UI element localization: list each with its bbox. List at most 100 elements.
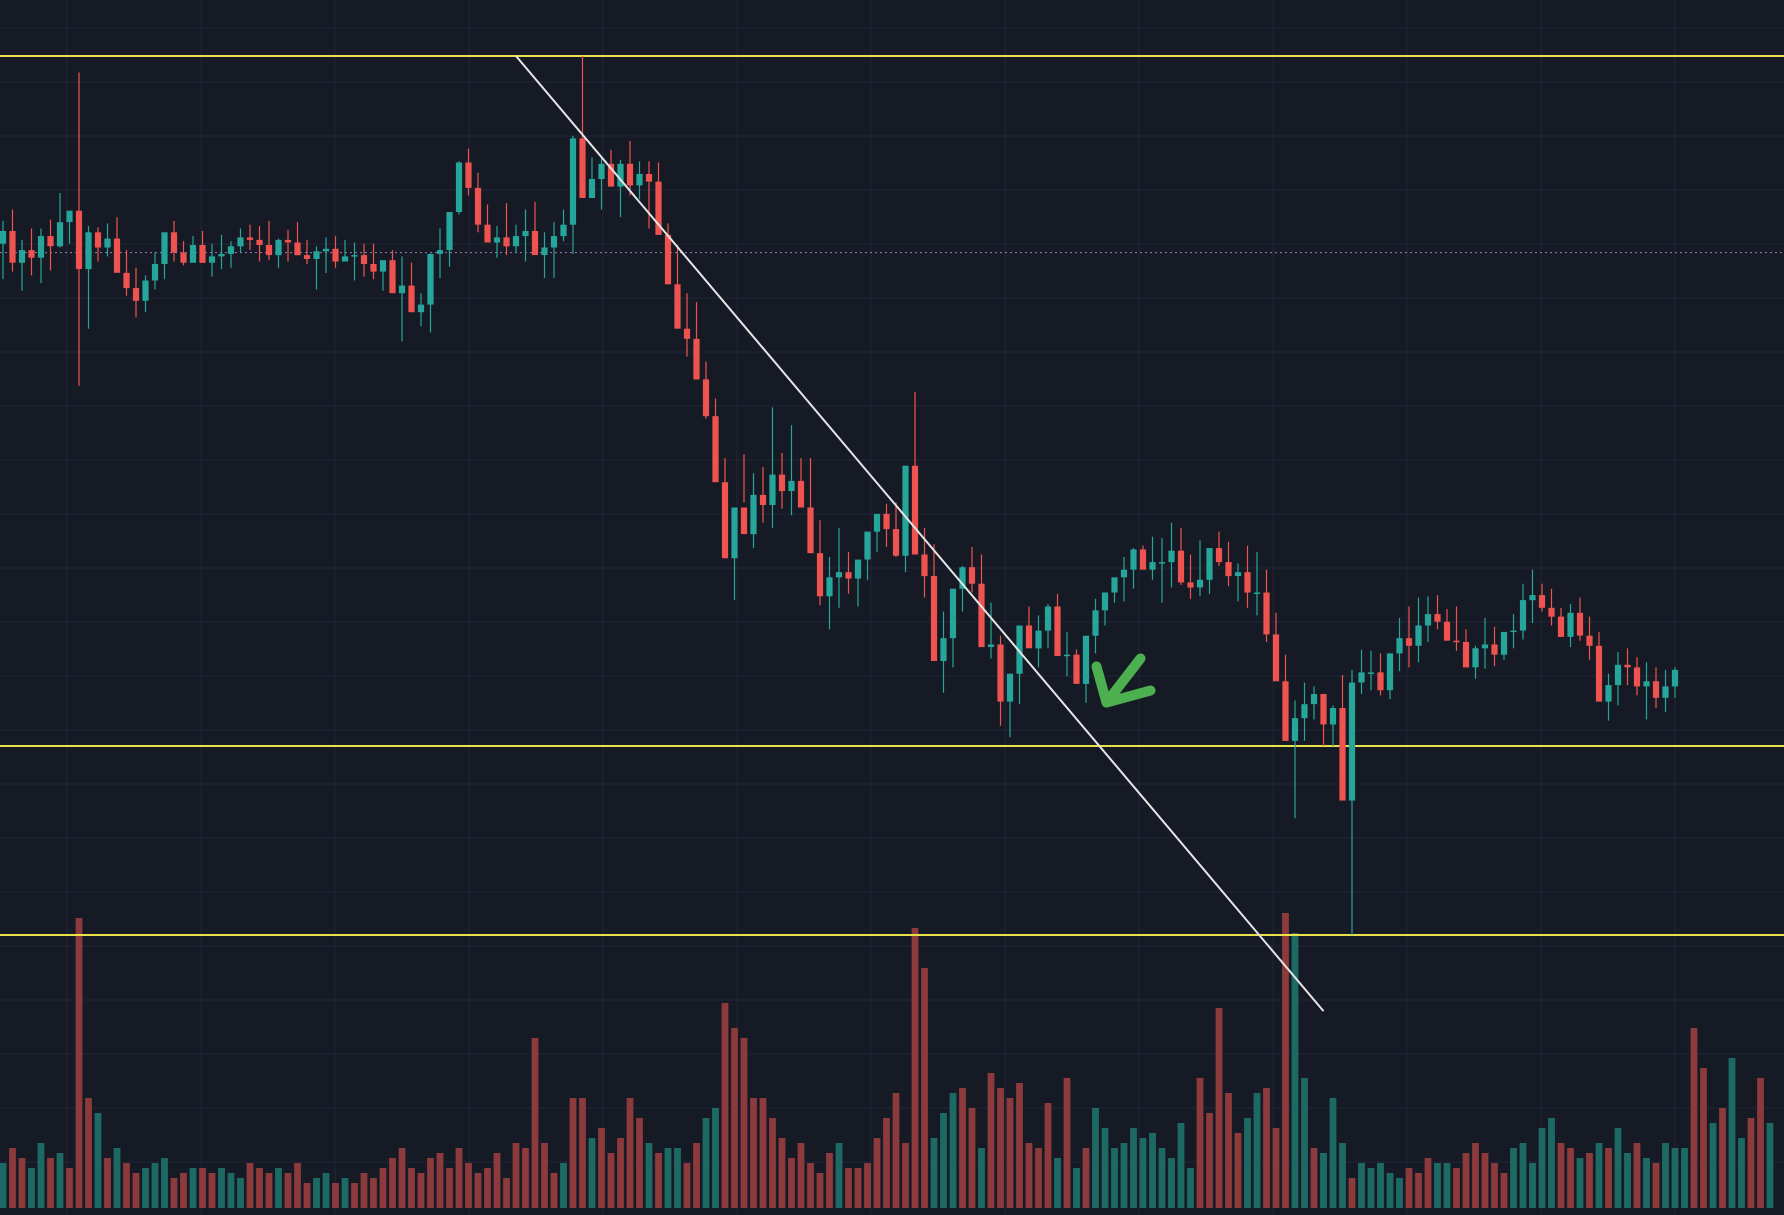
candle-body [389,260,396,294]
candle-body [588,179,596,198]
volume-bar [1206,1113,1213,1208]
candle-body [256,239,263,245]
volume-bar [256,1168,263,1208]
candle-body [1519,600,1527,631]
candle-body [1272,634,1280,682]
volume-bar [1472,1143,1479,1208]
candle-body [1491,644,1498,655]
arrow-shaft [1101,653,1146,708]
volume-bar [503,1178,510,1208]
candle-body [47,236,54,247]
volume-bar [1766,1123,1774,1208]
volume-bar [579,1098,586,1208]
volume-bar [683,1163,691,1208]
candle-body [797,480,805,508]
volume-bar [113,1148,121,1208]
candle-body [370,264,377,272]
volume-bar [1177,1123,1185,1208]
volume-bar [1557,1143,1565,1208]
volume-bar [1614,1128,1622,1208]
candle-body [873,513,881,532]
volume-bar [512,1143,520,1208]
candle-body [664,234,672,285]
volume-bar [104,1158,111,1208]
volume-bar [75,918,83,1208]
volume-bar [1044,1103,1052,1208]
volume-bar [1491,1163,1498,1208]
candle-body [854,559,862,579]
candle-body [522,231,529,237]
candle-body [313,251,320,259]
volume-bar [1101,1128,1109,1208]
volume-bar [1396,1178,1403,1208]
volume-bar [987,1073,995,1208]
volume-bar [940,1113,947,1208]
candle-body [721,482,729,559]
candle-body [949,588,957,639]
volume-bar [930,1138,938,1208]
candle-body [1434,614,1441,622]
volume-bar [1149,1133,1156,1208]
candle-body [845,572,852,579]
candle-body [645,174,653,182]
volume-bar [1529,1163,1536,1208]
volume-bar [1443,1163,1451,1208]
candle-body [1253,592,1261,594]
volume-bar [294,1163,301,1208]
volume-bar [66,1168,73,1208]
volume-bar [636,1118,643,1208]
candle-body [1386,653,1394,691]
volume-bar [645,1143,653,1208]
volume-bar [1690,1028,1698,1208]
volume-bar [398,1148,406,1208]
candle-body [1320,694,1327,725]
candle-body [569,138,577,225]
volume-bar [1624,1153,1631,1208]
candle-body [1405,638,1413,646]
candle-body [1443,621,1451,641]
volume-bar [531,1038,539,1208]
candle-body [1367,672,1375,674]
volume-bar [1282,913,1289,1208]
volume-bar [854,1168,862,1208]
candle-body [693,338,700,380]
candle-body [427,253,434,305]
volume-bar [1291,933,1299,1208]
volume-bar [674,1148,681,1208]
candle-body [360,255,368,264]
candle-body [1006,673,1014,702]
volume-bar [1662,1143,1669,1208]
candle-body [930,576,938,661]
volume-bar [1719,1108,1726,1208]
candle-body [1377,672,1384,691]
trend-layer [515,55,1325,1012]
candle-body [1500,631,1508,655]
candle-body [1196,579,1204,588]
volume-bar [1510,1148,1517,1208]
volume-bar [1253,1093,1261,1208]
candle-body [294,242,301,256]
candle-body [959,567,966,589]
candle-body [1158,562,1166,564]
candle-body [436,250,444,254]
candle-body [503,237,510,247]
volume-bar [9,1148,16,1208]
candle-body [579,138,586,198]
volume-bar [560,1163,567,1208]
volume-bar [332,1183,339,1208]
volume-bar [1063,1078,1071,1208]
volume-bar [759,1098,767,1208]
candle-body [189,245,197,263]
candle-body [1557,616,1565,637]
candle-body [28,250,35,258]
volume-bar [1633,1143,1641,1208]
candle-body [1282,681,1289,741]
candle-body [170,232,178,253]
volume-bar [721,1003,729,1208]
volume-bar [246,1163,254,1208]
candle-body [341,256,349,262]
volume-bar [1092,1108,1099,1208]
volume-bar [1481,1153,1489,1208]
volume-bar [199,1168,206,1208]
